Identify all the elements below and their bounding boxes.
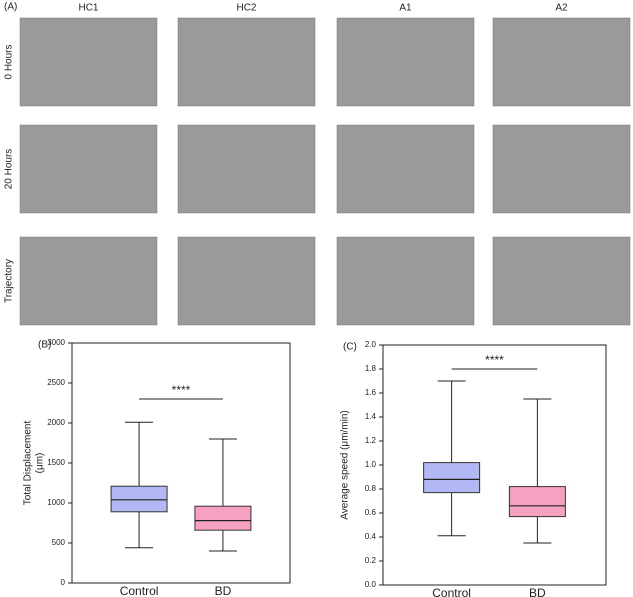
y-tick-label: 0.8 [365,484,377,493]
y-tick-label: 1.2 [365,436,377,445]
y-tick-label: 2500 [47,378,65,387]
x-tick-label: Control [432,586,471,597]
box [194,505,252,531]
microscopy-image [177,124,316,214]
row-label: 0 Hours [4,44,15,79]
microscopy-image [492,236,631,326]
y-tick-label: 0.2 [365,556,377,565]
y-tick-label: 500 [52,538,66,547]
column-header: HC1 [78,3,98,14]
y-axis-label: Total Displacement [23,421,34,506]
microscopy-image [19,17,158,107]
x-tick-label: BD [529,586,546,597]
panel-label: (B) [38,340,51,351]
y-tick-label: 2000 [47,418,65,427]
x-tick-label: Control [120,584,159,597]
significance-label: **** [485,353,504,367]
y-tick-label: 3000 [47,338,65,347]
column-header: A1 [399,3,412,14]
y-tick-label: 2.0 [365,340,377,349]
microscopy-image [19,124,158,214]
microscopy-image [177,17,316,107]
microscopy-image [492,124,631,214]
y-tick-label: 1000 [47,498,65,507]
y-tick-label: 1.0 [365,460,377,469]
significance-label: **** [172,383,191,397]
microscopy-image [336,124,475,214]
y-tick-label: 0.4 [365,532,377,541]
row-label: Trajectory [4,259,15,303]
panel-label: (C) [343,342,357,353]
panel-label: (A) [4,2,17,13]
y-axis-label: (μm) [35,453,46,474]
y-axis-label: Average speed (μm/min) [340,410,351,520]
microscopy-image [336,236,475,326]
microscopy-image [492,17,631,107]
row-label: 20 Hours [4,149,15,190]
y-tick-label: 1500 [47,458,65,467]
y-tick-label: 1.8 [365,364,377,373]
microscopy-image [177,236,316,326]
y-tick-label: 1.4 [365,412,377,421]
plot-frame [71,342,291,584]
column-header: A2 [555,3,568,14]
y-tick-label: 0.6 [365,508,377,517]
microscopy-image [336,17,475,107]
y-tick-label: 1.6 [365,388,377,397]
plot-frame [382,344,607,586]
box [423,462,481,494]
y-tick-label: 0.0 [365,580,377,589]
microscopy-image [19,236,158,326]
box [110,485,168,513]
x-tick-label: BD [215,584,232,597]
box [508,486,566,518]
y-tick-label: 0 [61,578,66,587]
column-header: HC2 [236,3,256,14]
